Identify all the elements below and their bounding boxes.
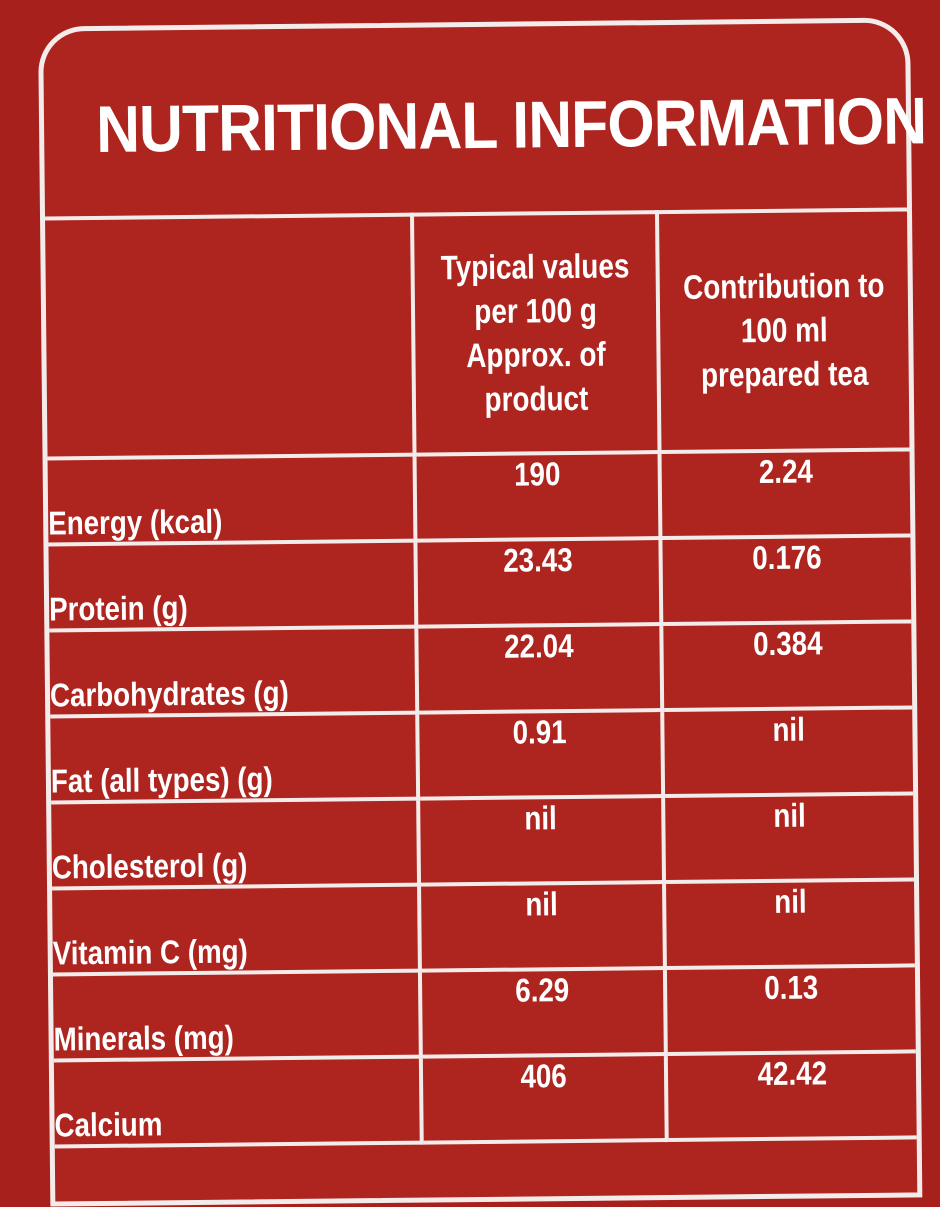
table-row: Carbohydrates (g) 22.04 0.384 (49, 621, 913, 717)
label-background: { "title": "NUTRITIONAL INFORMATION", "c… (38, 17, 927, 1207)
value-per-100ml: 42.42 (665, 1051, 917, 1141)
nutrient-name: Cholesterol (g) (51, 798, 420, 889)
table-row: Cholesterol (g) nil nil (51, 793, 915, 889)
table-row: Minerals (mg) 6.29 0.13 (52, 965, 916, 1061)
value-per-100ml: nil (663, 793, 915, 883)
value-per-100g: nil (418, 796, 665, 885)
page-title: NUTRITIONAL INFORMATION (95, 83, 927, 166)
nutrition-panel: NUTRITIONAL INFORMATION Typical values p… (38, 17, 926, 1207)
nutrient-name: Protein (g) (48, 540, 417, 631)
value-per-100ml: nil (662, 707, 914, 797)
value-per-100g: 0.91 (417, 710, 664, 799)
table-row: Protein (g) 23.43 0.176 (48, 535, 912, 631)
nutrient-name: Energy (kcal) (47, 454, 416, 545)
table-header-row: Typical values per 100 g Approx. of prod… (45, 209, 910, 459)
table-row: Calcium 406 42.42 (53, 1051, 917, 1147)
header-per-100ml: Contribution to 100 ml prepared tea (657, 209, 910, 453)
value-per-100g: 6.29 (419, 968, 666, 1057)
header-nutrient (45, 214, 415, 459)
value-per-100g: 22.04 (416, 624, 663, 713)
value-per-100ml: 0.13 (664, 965, 916, 1055)
value-per-100g: 406 (420, 1054, 667, 1143)
value-per-100ml: 2.24 (659, 449, 911, 539)
nutrient-name: Fat (all types) (g) (50, 712, 419, 803)
table-row: Vitamin C (mg) nil nil (52, 879, 915, 975)
nutrient-name: Calcium (53, 1056, 422, 1147)
nutrient-name: Carbohydrates (g) (49, 626, 418, 717)
nutrient-name: Minerals (mg) (52, 970, 421, 1061)
table-row: Fat (all types) (g) 0.91 nil (50, 707, 914, 803)
value-per-100g: nil (419, 882, 665, 971)
value-per-100ml: 0.384 (661, 621, 913, 711)
nutrition-table: Typical values per 100 g Approx. of prod… (45, 207, 917, 1148)
value-per-100g: 23.43 (415, 538, 662, 627)
nutrient-name: Vitamin C (mg) (52, 884, 420, 975)
value-per-100ml: nil (664, 879, 915, 969)
header-per-100g: Typical values per 100 g Approx. of prod… (412, 212, 660, 455)
value-per-100g: 190 (414, 452, 661, 541)
value-per-100ml: 0.176 (660, 535, 912, 625)
table-row: Energy (kcal) 190 2.24 (47, 449, 911, 545)
